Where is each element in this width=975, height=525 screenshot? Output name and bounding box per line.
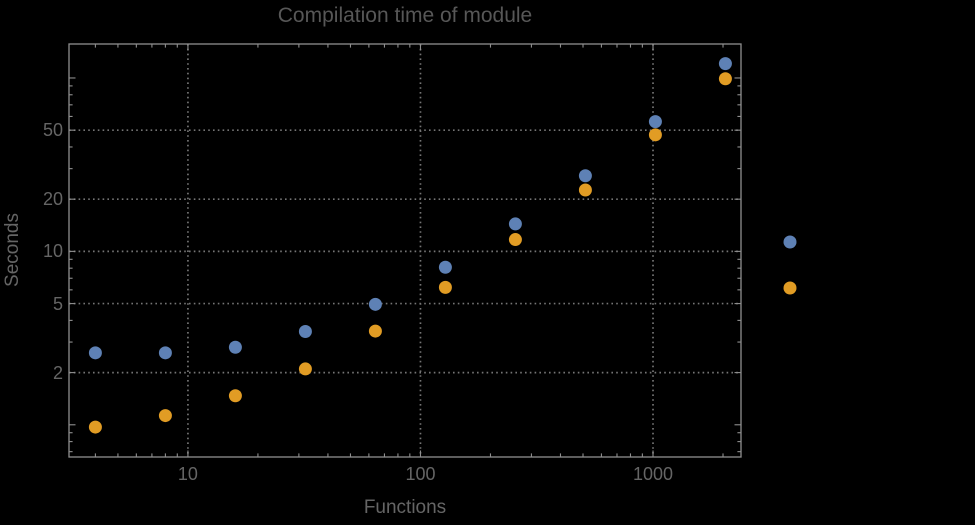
chart-title: Compilation time of module [277, 4, 533, 27]
y-tick-label: 20 [42, 189, 63, 210]
data-point-series-2 [578, 183, 592, 197]
data-point-series-1 [718, 57, 732, 71]
data-point-series-2 [298, 362, 312, 376]
data-point-series-1 [298, 325, 312, 339]
plot-frame [68, 43, 742, 458]
y-tick-label: 2 [52, 362, 63, 383]
data-point-series-1 [368, 297, 382, 311]
legend-marker-series-2 [783, 281, 797, 295]
y-tick-label: 5 [52, 293, 63, 314]
data-point-series-2 [368, 324, 382, 338]
data-point-series-2 [158, 409, 172, 423]
x-tick-label: 100 [405, 464, 436, 484]
data-point-series-2 [508, 233, 522, 247]
data-point-series-2 [438, 280, 452, 294]
y-tick-label: 10 [42, 241, 63, 262]
data-point-series-2 [228, 389, 242, 403]
data-point-series-1 [88, 346, 102, 360]
x-tick-label: 1000 [632, 464, 674, 484]
data-point-series-1 [508, 217, 522, 231]
data-point-series-1 [648, 115, 662, 129]
x-tick-label: 10 [177, 464, 198, 484]
data-point-series-2 [718, 72, 732, 86]
data-point-series-2 [88, 420, 102, 434]
data-point-series-1 [158, 346, 172, 360]
legend-marker-series-1 [783, 235, 797, 249]
data-point-series-1 [228, 340, 242, 354]
y-tick-label: 50 [42, 120, 63, 141]
data-point-series-1 [438, 260, 452, 274]
x-axis-label: Functions [363, 497, 447, 518]
data-point-series-1 [578, 169, 592, 183]
data-point-series-2 [648, 128, 662, 142]
